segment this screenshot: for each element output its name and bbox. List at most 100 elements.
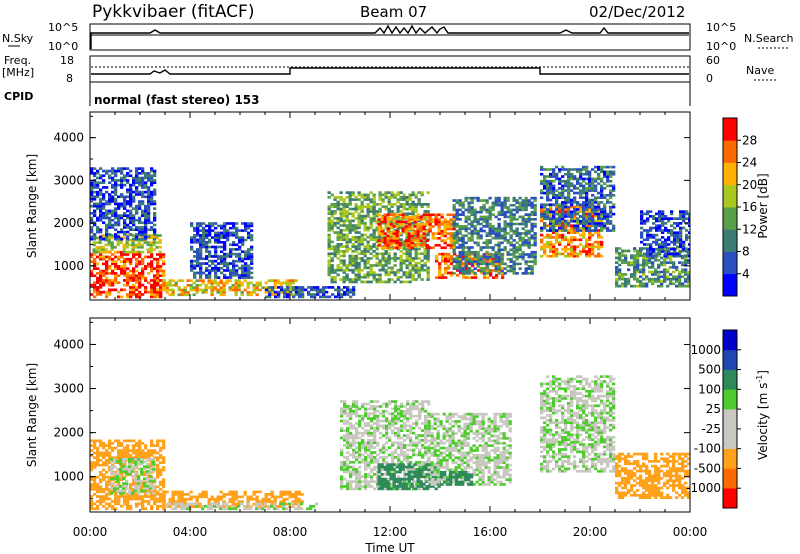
data-cell	[120, 454, 124, 457]
data-cell	[247, 273, 251, 277]
data-cell	[369, 238, 373, 241]
data-cell	[573, 198, 577, 202]
data-cell	[461, 234, 465, 237]
data-cell	[606, 215, 610, 218]
data-cell	[298, 293, 302, 296]
data-cell	[573, 231, 577, 234]
data-cell	[336, 231, 340, 234]
data-cell	[440, 246, 444, 250]
data-cell	[558, 203, 562, 207]
data-cell	[334, 288, 338, 292]
data-cell	[443, 227, 447, 231]
data-cell	[407, 215, 411, 219]
data-cell	[515, 199, 519, 202]
data-cell	[144, 204, 148, 208]
data-cell	[129, 495, 133, 498]
data-cell	[420, 268, 424, 272]
data-cell	[552, 247, 556, 251]
data-cell	[461, 239, 465, 242]
data-cell	[226, 229, 230, 232]
data-cell	[392, 220, 396, 224]
data-cell	[670, 247, 674, 251]
data-cell	[108, 216, 112, 220]
data-cell	[402, 280, 406, 284]
data-cell	[509, 210, 513, 214]
data-cell	[117, 169, 121, 173]
data-cell	[330, 266, 334, 270]
data-cell	[375, 273, 379, 277]
data-cell	[205, 255, 209, 258]
data-cell	[494, 215, 498, 219]
data-cell	[679, 217, 683, 220]
data-cell	[570, 201, 574, 204]
data-cell	[327, 210, 331, 213]
data-cell	[458, 232, 462, 235]
data-cell	[651, 266, 655, 269]
data-cell	[111, 200, 115, 203]
data-cell	[546, 198, 550, 202]
data-cell	[378, 196, 382, 199]
data-cell	[147, 204, 151, 208]
data-cell	[114, 492, 118, 496]
data-cell	[570, 205, 574, 209]
data-cell	[405, 212, 409, 215]
data-cell	[156, 290, 160, 294]
data-cell	[672, 261, 676, 264]
data-cell	[330, 224, 334, 227]
data-cell	[603, 226, 607, 230]
data-cell	[464, 220, 468, 223]
data-cell	[342, 219, 346, 223]
data-cell	[90, 293, 94, 296]
data-cell	[675, 284, 679, 288]
data-cell	[141, 495, 145, 498]
data-cell	[283, 295, 287, 299]
data-cell	[579, 170, 583, 174]
data-cell	[485, 267, 489, 270]
data-cell	[90, 212, 94, 215]
data-cell	[450, 262, 454, 265]
data-cell	[540, 240, 544, 244]
data-cell	[387, 198, 391, 201]
data-cell	[101, 245, 105, 249]
data-cell	[277, 293, 281, 296]
data-cell	[455, 257, 459, 261]
data-cell	[494, 196, 498, 200]
data-cell	[390, 266, 394, 270]
data-cell	[90, 216, 94, 220]
data-cell	[654, 270, 658, 274]
data-cell	[237, 284, 241, 287]
data-cell	[345, 268, 349, 272]
data-cell	[456, 269, 460, 272]
data-cell	[108, 466, 112, 469]
data-cell	[648, 256, 652, 260]
data-cell	[141, 172, 145, 175]
data-cell	[93, 257, 97, 261]
data-cell	[491, 260, 495, 263]
data-cell	[241, 259, 245, 263]
data-cell	[377, 241, 381, 245]
data-cell	[582, 208, 586, 211]
data-cell	[642, 256, 646, 260]
data-cell	[603, 224, 607, 228]
data-cell	[585, 182, 589, 185]
data-cell	[235, 259, 239, 263]
data-cell	[250, 259, 254, 263]
data-cell	[393, 280, 397, 284]
data-cell	[195, 288, 199, 292]
data-cell	[503, 203, 507, 207]
data-cell	[570, 245, 574, 249]
data-cell	[105, 461, 109, 464]
data-cell	[609, 215, 613, 218]
data-cell	[247, 231, 251, 235]
data-cell	[333, 268, 337, 272]
data-cell	[282, 281, 286, 285]
data-cell	[132, 293, 136, 296]
data-cell	[579, 210, 583, 213]
data-cell	[283, 293, 287, 296]
data-cell	[441, 273, 445, 277]
data-cell	[202, 226, 206, 230]
data-cell	[316, 293, 320, 296]
data-cell	[90, 167, 94, 170]
data-cell	[111, 219, 115, 222]
data-cell	[384, 271, 388, 274]
